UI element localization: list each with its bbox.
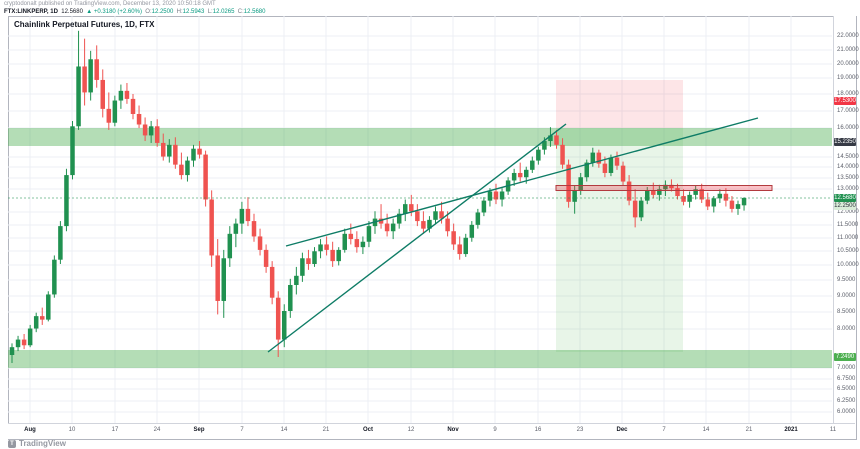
- symbol-status-line: FTX:LINKPERP, 1D 12.5680 ▲ +0.3180 (+2.6…: [4, 9, 265, 16]
- tradingview-logo-icon: T: [8, 439, 16, 448]
- price-tick-label: 17.0000: [837, 108, 859, 114]
- time-tick-label: 7: [240, 427, 244, 433]
- price-change: ▲ +0.3180 (+2.60%): [86, 8, 142, 15]
- price-tick-label: 16.0000: [837, 125, 859, 131]
- price-tick-label: 9.5000: [837, 277, 856, 283]
- time-tick-label: Oct: [362, 427, 374, 433]
- published-by-line: cryptodonalt published on TradingView.co…: [4, 1, 216, 7]
- time-tick-label: Nov: [447, 427, 459, 433]
- price-tick-label: 8.0000: [837, 326, 856, 332]
- time-tick-label: 17: [111, 427, 119, 433]
- high-value: 12.5943: [182, 8, 205, 15]
- time-tick-label: 14: [280, 427, 288, 433]
- price-tick-label: 7.0000: [837, 365, 856, 371]
- price-axis[interactable]: 22.0000 21.0000 20.0000 19.0000 18.0000 17.00…: [833, 16, 859, 423]
- low-label: L:: [207, 8, 213, 15]
- price-tick-label: 21.0000: [837, 47, 859, 53]
- price-tick-label: 6.7500: [837, 376, 856, 382]
- price-tick-label: 10.5000: [837, 248, 859, 254]
- tradingview-watermark[interactable]: T TradingView: [8, 439, 66, 448]
- chart-header: cryptodonalt published on TradingView.co…: [4, 1, 265, 15]
- price-badge-green: 12.5680: [834, 194, 856, 202]
- price-tick-label: 8.5000: [837, 309, 856, 315]
- price-tick-label: 11.0000: [837, 235, 859, 241]
- time-tick-label: 11: [829, 427, 837, 433]
- time-tick-label: Dec: [616, 427, 628, 433]
- price-tick-label: 14.0000: [837, 164, 859, 170]
- close-value: 12.5680: [243, 8, 266, 15]
- low-value: 12.0265: [212, 8, 235, 15]
- tradingview-wordmark: TradingView: [19, 439, 66, 448]
- time-tick-label: 14: [702, 427, 710, 433]
- time-axis[interactable]: Aug 10 17 24 Sep 7 14 21 Oct 12 Nov 9 16 23 Dec 7 14 21 20…: [8, 423, 855, 439]
- price-tick-label: 11.5000: [837, 222, 859, 228]
- last-price: 12.5680: [61, 8, 83, 15]
- price-tick-label: 12.0000: [837, 209, 859, 215]
- price-tick-label: 13.0000: [837, 186, 859, 192]
- time-tick-label: 2021: [784, 427, 798, 433]
- price-tick-label: 18.0000: [837, 91, 859, 97]
- symbol-name: FTX:LINKPERP, 1D: [4, 8, 58, 15]
- price-tick-label: 19.0000: [837, 75, 859, 81]
- time-tick-label: 16: [534, 427, 542, 433]
- time-tick-label: 21: [745, 427, 753, 433]
- time-tick-label: 12: [407, 427, 415, 433]
- price-badge-zone: 7.2490: [834, 353, 856, 361]
- time-tick-label: Sep: [193, 427, 205, 433]
- price-tick-label: 22.0000: [837, 33, 859, 39]
- time-tick-label: 21: [322, 427, 330, 433]
- open-value: 12.2500: [151, 8, 174, 15]
- price-tick-label: 9.0000: [837, 293, 856, 299]
- chart-legend: Chainlink Perpetual Futures, 1D, FTX: [14, 20, 155, 29]
- open-label: O:: [145, 8, 152, 15]
- price-tick-label: 14.5000: [837, 154, 859, 160]
- price-tick-label: 6.0000: [837, 409, 856, 415]
- price-tick-label: 6.5000: [837, 386, 856, 392]
- price-badge-dark: 15.2350: [834, 138, 856, 146]
- close-label: C:: [237, 8, 244, 15]
- time-tick-label: 7: [662, 427, 666, 433]
- time-tick-label: 24: [153, 427, 161, 433]
- price-tick-label: 6.2500: [837, 398, 856, 404]
- price-tick-label: 10.0000: [837, 262, 859, 268]
- price-tick-label: 13.5000: [837, 175, 859, 181]
- high-label: H:: [176, 8, 183, 15]
- chart-panel-border: [8, 16, 857, 440]
- price-badge-red: 17.5300: [834, 97, 856, 105]
- time-tick-label: 10: [68, 427, 76, 433]
- price-tick-label: 20.0000: [837, 61, 859, 67]
- price-badge-pale: 12.2500: [834, 202, 856, 210]
- time-tick-label: 23: [576, 427, 584, 433]
- time-tick-label: Aug: [24, 427, 36, 433]
- time-tick-label: 9: [493, 427, 497, 433]
